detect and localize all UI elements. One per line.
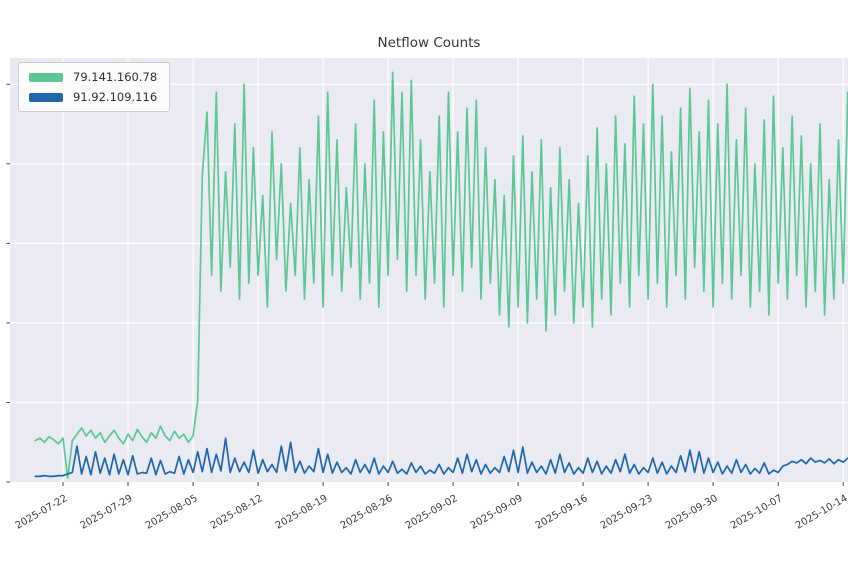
x-tick-label: 2025-08-05 (144, 493, 200, 532)
x-tick-label: 2025-10-14 (794, 493, 848, 532)
x-tick-label: 2025-09-23 (599, 493, 655, 532)
x-tick-label: 2025-07-22 (14, 493, 70, 532)
legend-swatch-blue (29, 92, 63, 102)
x-tick-label: 2025-08-26 (339, 493, 395, 532)
x-tick-label: 2025-07-29 (79, 493, 135, 532)
legend-item: 91.92.109.116 (29, 89, 157, 105)
x-tick-label: 2025-09-16 (534, 493, 590, 532)
series-line-0 (34, 71, 848, 479)
x-tick-label: 2025-08-19 (274, 493, 330, 532)
x-tick-label: 2025-09-30 (664, 493, 720, 532)
x-tick-label: 2025-09-09 (469, 493, 525, 532)
series-lines (34, 71, 848, 479)
x-tick-label: 2025-08-12 (209, 493, 265, 532)
legend-label: 91.92.109.116 (73, 90, 158, 104)
x-tick-label: 2025-09-02 (404, 493, 460, 532)
legend-label: 79.141.160.78 (73, 70, 158, 84)
chart-legend: 79.141.160.78 91.92.109.116 (18, 62, 171, 112)
chart-title: Netflow Counts (378, 35, 481, 51)
legend-swatch-green (29, 72, 63, 82)
x-tick-label: 2025-10-07 (729, 493, 785, 532)
series-line-1 (34, 437, 848, 478)
legend-item: 79.141.160.78 (29, 69, 157, 85)
